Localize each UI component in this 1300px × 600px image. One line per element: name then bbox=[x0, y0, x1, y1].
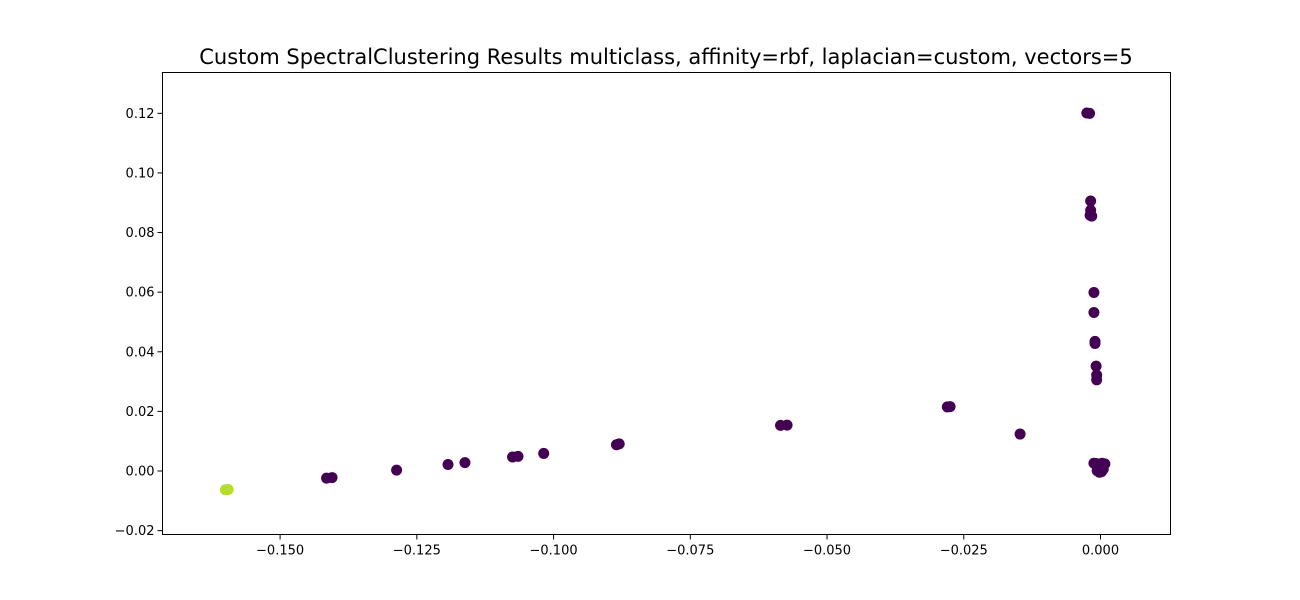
data-point bbox=[1084, 107, 1096, 119]
data-point bbox=[1088, 286, 1100, 298]
data-point bbox=[1091, 465, 1103, 477]
data-point bbox=[1090, 360, 1102, 372]
data-point bbox=[459, 457, 471, 469]
y-tick-label: 0.02 bbox=[126, 405, 155, 420]
x-tick-label: −0.150 bbox=[256, 544, 304, 559]
data-point bbox=[442, 458, 454, 470]
data-point bbox=[1088, 306, 1100, 318]
y-tick-label: 0.04 bbox=[126, 345, 155, 360]
y-tick-label: 0.08 bbox=[126, 226, 155, 241]
data-point bbox=[1014, 428, 1026, 440]
data-point bbox=[391, 464, 403, 476]
data-point bbox=[1089, 337, 1101, 349]
x-tick-label: −0.050 bbox=[803, 544, 851, 559]
data-point bbox=[941, 401, 953, 413]
chart-title: Custom SpectralClustering Results multic… bbox=[199, 45, 1133, 69]
y-tick-label: 0.06 bbox=[126, 286, 155, 301]
data-point bbox=[613, 438, 625, 450]
data-point bbox=[512, 450, 524, 462]
y-axis: −0.02 0.00 0.02 0.04 0.06 0.08 0.10 0.12 bbox=[115, 107, 163, 539]
data-points bbox=[219, 107, 1111, 496]
data-point bbox=[781, 419, 793, 431]
plot-frame bbox=[162, 72, 1171, 535]
data-point bbox=[538, 447, 550, 459]
x-tick-label: 0.000 bbox=[1082, 544, 1119, 559]
x-tick-label: −0.025 bbox=[940, 544, 988, 559]
x-tick-label: −0.100 bbox=[530, 544, 578, 559]
y-tick-label: −0.02 bbox=[115, 524, 155, 539]
data-point bbox=[1091, 374, 1103, 386]
x-tick-label: −0.125 bbox=[393, 544, 441, 559]
x-axis: −0.150 −0.125 −0.100 −0.075 −0.050 −0.025 0.00… bbox=[256, 534, 1119, 559]
y-tick-label: 0.00 bbox=[126, 465, 155, 480]
data-point bbox=[326, 472, 338, 484]
data-point bbox=[1085, 195, 1097, 207]
y-tick-label: 0.12 bbox=[126, 107, 155, 122]
data-point bbox=[1086, 210, 1098, 222]
data-point bbox=[222, 483, 234, 495]
x-tick-label: −0.075 bbox=[666, 544, 714, 559]
y-tick-label: 0.10 bbox=[126, 166, 155, 181]
